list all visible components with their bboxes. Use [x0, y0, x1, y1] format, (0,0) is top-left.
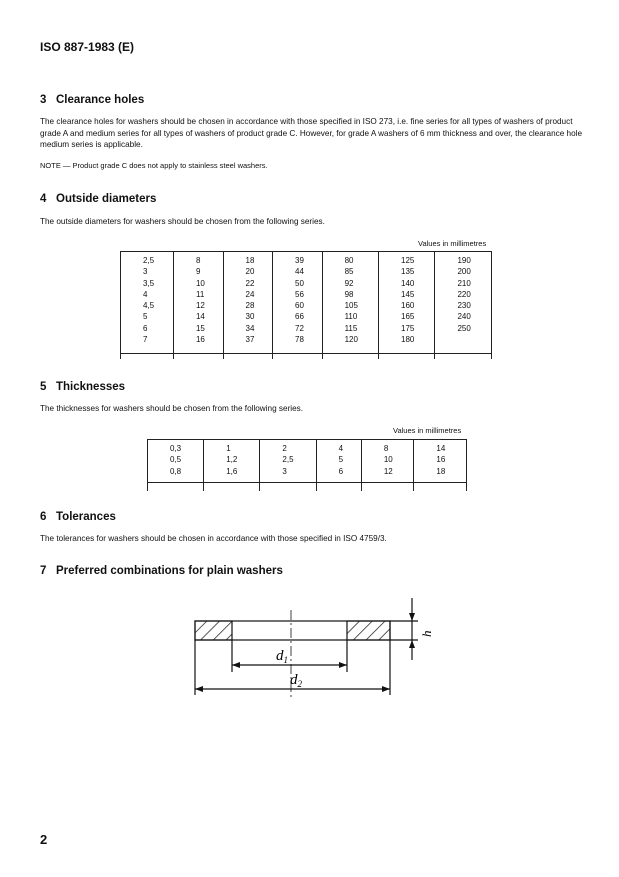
table-cell: 6	[315, 465, 362, 477]
table-cell: 250	[434, 322, 492, 335]
table-cell: 0,5	[146, 454, 205, 466]
table-top-rule	[147, 439, 467, 440]
outside-diameters-table: 2,5 8 18 39 80 125 190 3 9 20 44 85 135 200 3,5 10 22 50 9…	[120, 252, 492, 360]
d1-label: d1	[276, 648, 288, 665]
table-row: 0,8 1,6 3 6 12 18	[146, 465, 467, 477]
h-label: h	[419, 631, 434, 638]
table-cell: 180	[378, 334, 436, 346]
document-header: ISO 887-1983 (E)	[40, 40, 135, 54]
section-7-heading: 7 Preferred combinations for plain washer…	[40, 565, 283, 577]
table-row: 0,5 1,2 2,5 5 10 16	[146, 454, 467, 466]
table-cell: 140	[378, 277, 436, 289]
hatched-right	[346, 620, 391, 641]
table-cell: 190	[434, 252, 492, 267]
table-cell: 220	[434, 288, 492, 301]
table-spacer-row	[120, 345, 492, 360]
table-row: 7 16 37 78 120 180	[120, 334, 492, 346]
page-number: 2	[40, 832, 48, 847]
thicknesses-table: 0,3 1 2 4 8 14 0,5 1,2 2,5 5 10 16 0,8 1,6 3 6 12 18	[146, 440, 467, 491]
table-cell: 4	[120, 288, 174, 301]
table-cell: 210	[434, 277, 492, 289]
table-cell: 175	[378, 322, 436, 335]
table-row: 2,5 8 18 39 80 125 190	[120, 252, 492, 267]
table-row: 3,5 10 22 50 92 140 210	[120, 277, 492, 289]
table-cell: 0,3	[146, 440, 205, 455]
table-cell: 18	[413, 465, 467, 477]
table-cell: 145	[378, 288, 436, 301]
table-cell: 5	[120, 311, 174, 323]
table-cell: 3,5	[120, 277, 174, 289]
table-row: 5 14 30 66 110 165 240	[120, 311, 492, 323]
section-3-text: The clearance holes for washers should b…	[40, 117, 583, 149]
section-4-heading: 4 Outside diameters	[40, 193, 157, 205]
table-row: 0,3 1 2 4 8 14	[146, 440, 467, 455]
table-cell: 3	[120, 266, 174, 278]
table-row: 6 15 34 72 115 175 250	[120, 322, 492, 335]
section-5-text: The thicknesses for washers should be ch…	[40, 404, 304, 413]
table-row: 4 11 24 56 98 145 220	[120, 288, 492, 301]
table-cell: 4	[315, 440, 362, 455]
section-6-text: The tolerances for washers should be cho…	[40, 534, 387, 543]
table-unit: Values in millimetres	[418, 239, 487, 248]
section-5-heading: 5 Thicknesses	[40, 381, 126, 393]
table-cell: 240	[434, 311, 492, 323]
table-cell: 165	[378, 311, 436, 323]
table-cell	[434, 334, 492, 346]
table-spacer-row	[146, 476, 467, 491]
table-cell: 16	[413, 454, 467, 466]
table-top-rule	[120, 251, 492, 252]
table-cell: 7	[120, 334, 174, 346]
table-unit: Values in millimetres	[393, 426, 462, 435]
table-cell: 135	[378, 266, 436, 278]
table-cell: 160	[378, 300, 436, 312]
section-3-heading: 3 Clearance holes	[40, 94, 145, 106]
table-cell: 200	[434, 266, 492, 278]
table-row: 4,5 12 28 60 105 160 230	[120, 300, 492, 312]
table-cell: 14	[413, 440, 467, 455]
table-cell: 0,8	[146, 465, 205, 477]
table-cell: 125	[378, 252, 436, 267]
table-cell: 6	[120, 322, 174, 335]
section-6-heading: 6 Tolerances	[40, 511, 116, 523]
d2-label: d2	[290, 672, 303, 689]
table-cell: 230	[434, 300, 492, 312]
table-cell: 4,5	[120, 300, 174, 312]
table-row: 3 9 20 44 85 135 200	[120, 266, 492, 278]
table-cell: 5	[315, 454, 362, 466]
section-3-note: NOTE — Product grade C does not apply to…	[40, 161, 268, 170]
section-4-text: The outside diameters for washers should…	[40, 217, 325, 226]
hatched-left	[194, 620, 233, 641]
table-cell: 2,5	[120, 252, 174, 267]
